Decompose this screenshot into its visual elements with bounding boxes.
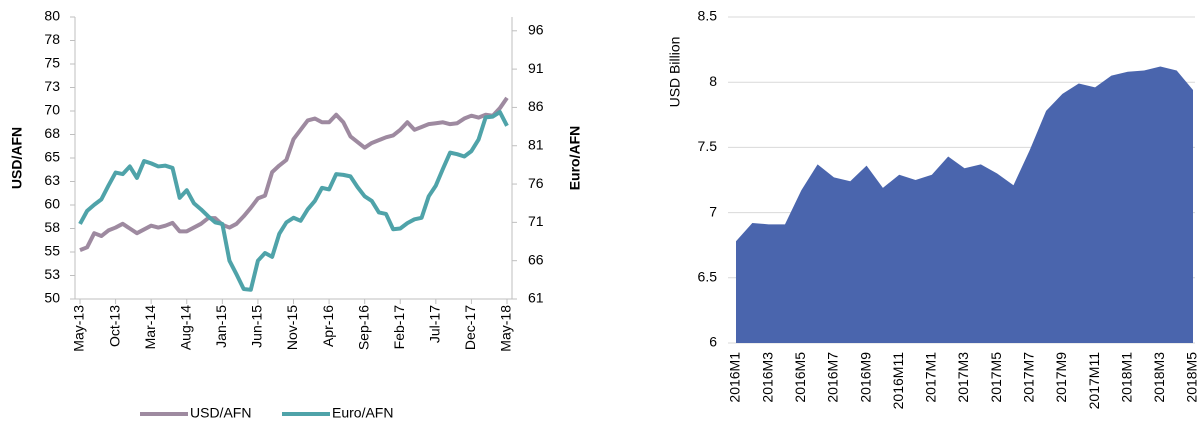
x-tick-label: Sep-16 (355, 305, 371, 350)
y2-tick-label: 76 (528, 175, 544, 191)
x-tick-label: Aug-14 (177, 305, 193, 350)
y-tick-label: 55 (44, 243, 60, 259)
y2-tick-label: 96 (528, 21, 544, 37)
y-axis-title: USD Billion (667, 37, 683, 108)
legend-label: Euro/AFN (332, 405, 393, 421)
x-tick-label: 2016M5 (792, 352, 808, 403)
y-axis-title: USD/AFN (9, 127, 25, 189)
y-tick-label: 50 (44, 290, 60, 306)
series-line (78, 110, 509, 292)
y-tick-label: 70 (44, 102, 60, 118)
x-tick-label: May-13 (71, 305, 87, 352)
y-tick-label: 80 (44, 8, 60, 24)
x-tick-label: 2016M11 (890, 352, 906, 410)
y2-tick-label: 86 (528, 98, 544, 114)
y-tick-label: 78 (44, 31, 60, 47)
y2-axis-title: Euro/AFN (567, 126, 583, 191)
y-tick-label: 60 (44, 196, 60, 212)
x-tick-label: May-18 (498, 305, 514, 352)
y2-tick-label: 81 (528, 136, 544, 152)
y-tick-label: 58 (44, 219, 60, 235)
y-tick-label: 68 (44, 125, 60, 141)
x-tick-label: 2016M9 (857, 352, 873, 403)
x-tick-label: Oct-13 (106, 305, 122, 347)
y2-tick-label: 91 (528, 60, 544, 76)
x-tick-label: 2017M3 (955, 352, 971, 403)
y2-tick-label: 71 (528, 213, 544, 229)
area (736, 66, 1193, 343)
x-tick-label: 2016M7 (825, 352, 841, 403)
x-tick-label: Mar-14 (142, 305, 158, 350)
x-tick-label: 2018M5 (1184, 352, 1200, 403)
x-tick-label: 2017M9 (1053, 352, 1069, 403)
x-tick-label: 2017M1 (923, 352, 939, 403)
x-tick-label: 2016M3 (759, 352, 775, 403)
y-tick-label: 8.5 (698, 8, 718, 24)
y-tick-label: 63 (44, 172, 60, 188)
x-tick-label: Jul-17 (427, 305, 443, 343)
y-tick-label: 7.5 (698, 138, 718, 154)
series-line (79, 96, 509, 252)
x-tick-label: Feb-17 (391, 305, 407, 350)
x-tick-label: 2016M1 (727, 352, 743, 403)
y-tick-label: 6 (709, 334, 717, 350)
x-tick-label: 2017M5 (988, 352, 1004, 403)
x-tick-label: Nov-15 (284, 305, 300, 350)
x-tick-label: 2017M7 (1020, 352, 1036, 403)
x-tick-label: 2017M11 (1086, 352, 1102, 410)
y-tick-label: 8 (709, 73, 717, 89)
x-tick-label: Dec-17 (462, 305, 478, 350)
y2-tick-label: 61 (528, 290, 544, 306)
x-tick-label: 2018M1 (1118, 352, 1134, 403)
y-tick-label: 75 (44, 55, 60, 71)
y2-tick-label: 66 (528, 251, 544, 267)
x-tick-label: Jun-15 (249, 305, 265, 348)
y-tick-label: 65 (44, 149, 60, 165)
y-tick-label: 53 (44, 266, 60, 282)
y-tick-label: 7 (709, 203, 717, 219)
x-tick-label: Apr-16 (320, 305, 336, 347)
x-tick-label: 2018M3 (1151, 352, 1167, 403)
y-tick-label: 73 (44, 78, 60, 94)
legend-label: USD/AFN (190, 405, 251, 421)
x-tick-label: Jan-15 (213, 305, 229, 348)
y-tick-label: 6.5 (698, 269, 718, 285)
